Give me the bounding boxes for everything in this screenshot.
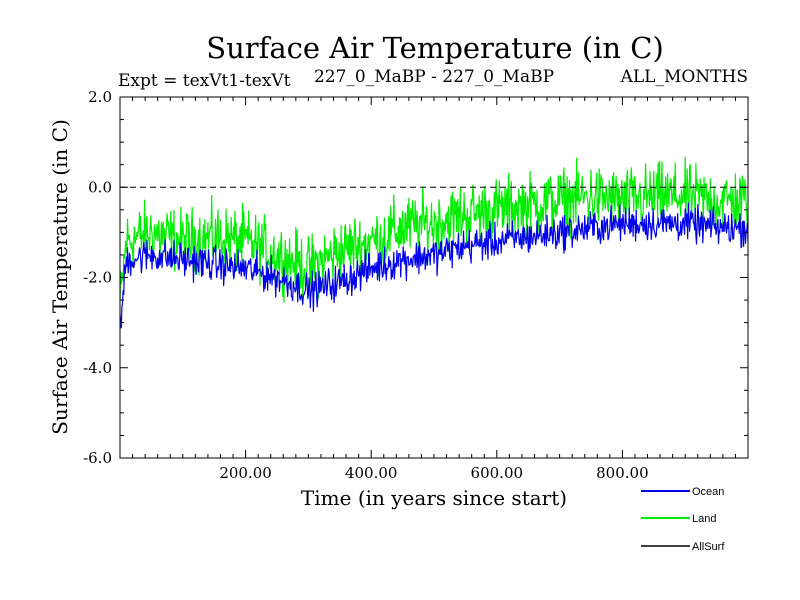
x-tick-label: 600.00	[471, 464, 524, 482]
ticks-layer: 200.00 400.00 600.00 800.00 2.0 0.0 -2.0 -4.0 -6…	[83, 88, 748, 482]
x-tick-label: 200.00	[219, 464, 272, 482]
comparison-label: 227_0_MaBP - 227_0_MaBP	[314, 67, 554, 87]
y-tick-label: -2.0	[83, 269, 112, 287]
series-line-ocean	[119, 202, 749, 329]
x-axis-label: Time (in years since start)	[301, 486, 567, 510]
legend-label-ocean: Ocean	[692, 486, 724, 498]
y-tick-label: 2.0	[88, 88, 112, 106]
experiment-label: Expt = texVt1-texVt	[118, 71, 291, 91]
chart-title: Surface Air Temperature (in C)	[206, 31, 664, 65]
plot-frame	[119, 96, 749, 459]
legend: Ocean Land AllSurf	[641, 486, 725, 553]
series-line-land	[119, 156, 749, 303]
x-tick-label: 800.00	[596, 464, 649, 482]
y-tick-label: -4.0	[83, 359, 112, 377]
series-layer	[119, 156, 749, 329]
x-tick-label: 400.00	[345, 464, 398, 482]
legend-label-allsurf: AllSurf	[692, 541, 725, 553]
period-label: ALL_MONTHS	[620, 67, 748, 87]
y-tick-label: 0.0	[88, 178, 112, 196]
y-tick-label: -6.0	[83, 449, 112, 467]
legend-label-land: Land	[692, 513, 716, 525]
y-axis-label: Surface Air Temperature (in C)	[48, 119, 72, 435]
